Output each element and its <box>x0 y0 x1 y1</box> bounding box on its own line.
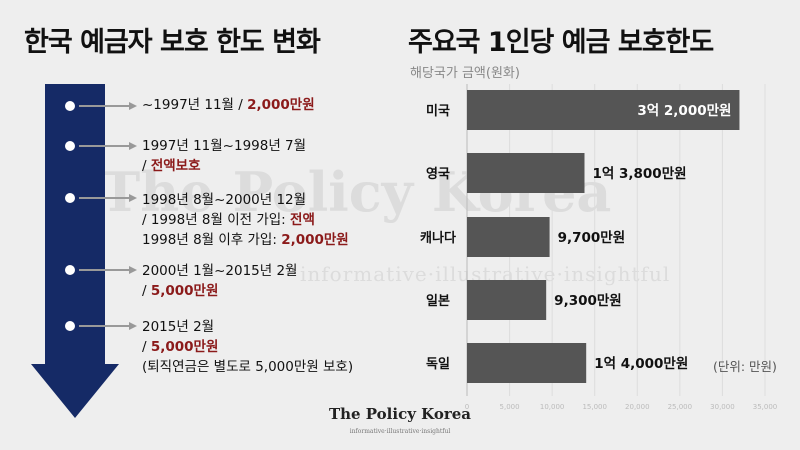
period-text: 2000년 1월~2015년 2월 <box>142 263 298 279</box>
chart-subtitle: 해당국가 금액(원화) <box>410 66 520 81</box>
timeline-connector-arrow <box>79 142 137 150</box>
footer-brand: The Policy Korea <box>328 405 472 423</box>
timeline-dot <box>65 265 75 275</box>
x-tick-label: 10,000 <box>540 403 565 411</box>
timeline-entry: 2015년 2월 / 5,000만원 (퇴직연금은 별도로 5,000만원 보호) <box>142 317 353 377</box>
unit-label: (단위: 만원) <box>713 359 777 374</box>
footer-tagline: informative·illustrative·insightful <box>349 428 451 435</box>
category-label: 일본 <box>426 294 450 309</box>
timeline-entry-line: ~1997년 11월 / 2,000만원 <box>142 95 315 115</box>
data-label: 1억 4,000만원 <box>594 356 688 372</box>
period-text: / <box>142 339 151 355</box>
timeline-entry-line: 1997년 11월~1998년 7월 <box>142 136 306 156</box>
timeline-connector-arrow <box>79 322 137 330</box>
timeline-entry-line: / 전액보호 <box>142 156 306 176</box>
timeline-arrow <box>31 84 119 418</box>
timeline-entry: 2000년 1월~2015년 2월 / 5,000만원 <box>142 261 297 301</box>
period-text: / 1998년 8월 이전 가입: <box>142 212 291 228</box>
timeline-entry: 1997년 11월~1998년 7월 / 전액보호 <box>142 136 306 176</box>
period-text: / <box>142 283 151 299</box>
timeline-connector-arrow <box>79 102 137 110</box>
protection-amount: 5,000만원 <box>150 283 219 299</box>
x-tick-label: 0 <box>465 403 469 411</box>
bar <box>467 90 740 130</box>
period-text: 1998년 8월~2000년 12월 <box>142 192 307 208</box>
x-tick-label: 15,000 <box>582 403 607 411</box>
period-text: (퇴직연금은 별도로 5,000만원 보호) <box>142 359 354 375</box>
category-label: 독일 <box>426 357 450 372</box>
timeline-dot <box>65 141 75 151</box>
category-label: 캐나다 <box>420 230 456 246</box>
timeline-arrow-shape <box>31 84 119 418</box>
timeline-entry-line: / 5,000만원 <box>142 337 353 357</box>
bar <box>467 280 547 320</box>
protection-amount: 2,000만원 <box>281 232 349 248</box>
timeline-dot <box>65 193 75 203</box>
x-tick-label: 35,000 <box>753 403 778 411</box>
timeline-connector-arrow <box>79 194 137 202</box>
x-tick-label: 20,000 <box>625 403 650 411</box>
category-label: 미국 <box>426 103 450 119</box>
period-text: ~1997년 11월 / <box>142 97 248 113</box>
timeline-entry-line: / 1998년 8월 이전 가입: 전액 <box>142 210 349 230</box>
protection-amount: 5,000만원 <box>150 339 219 355</box>
timeline-dot <box>65 101 75 111</box>
data-label: 3억 2,000만원 <box>637 103 731 119</box>
period-text: / <box>142 158 151 174</box>
timeline-dot <box>65 321 75 331</box>
timeline-connector-arrow <box>79 266 137 274</box>
timeline-entry-line: 1998년 8월~2000년 12월 <box>142 190 349 210</box>
timeline-entry-line: 2015년 2월 <box>142 317 353 337</box>
timeline-entry-line: (퇴직연금은 별도로 5,000만원 보호) <box>142 357 353 377</box>
protection-amount: 전액 <box>290 212 315 228</box>
protection-amount: 2,000만원 <box>247 97 315 113</box>
bar <box>467 217 550 257</box>
timeline-entry-line: 2000년 1월~2015년 2월 <box>142 261 297 281</box>
x-tick-label: 30,000 <box>710 403 735 411</box>
bar <box>467 153 585 193</box>
x-tick-label: 5,000 <box>500 403 520 411</box>
period-text: 1998년 8월 이후 가입: <box>142 232 282 248</box>
left-chart-title: 한국 예금자 보호 한도 변화 <box>24 27 321 58</box>
timeline-entry: ~1997년 11월 / 2,000만원 <box>142 95 315 115</box>
timeline-entry: 1998년 8월~2000년 12월/ 1998년 8월 이전 가입: 전액 19… <box>142 190 349 250</box>
protection-amount: 전액보호 <box>150 158 201 174</box>
period-text: 1997년 11월~1998년 7월 <box>142 138 307 154</box>
data-label: 1억 3,800만원 <box>592 166 686 182</box>
timeline-entry-line: / 5,000만원 <box>142 281 297 301</box>
bar <box>467 343 587 383</box>
right-chart-title: 주요국 1인당 예금 보호한도 <box>408 27 714 58</box>
timeline-entry-line: 1998년 8월 이후 가입: 2,000만원 <box>142 230 349 250</box>
x-tick-label: 25,000 <box>668 403 693 411</box>
category-label: 영국 <box>426 167 450 182</box>
data-label: 9,300만원 <box>554 293 622 309</box>
period-text: 2015년 2월 <box>142 319 215 335</box>
data-label: 9,700만원 <box>558 230 626 246</box>
